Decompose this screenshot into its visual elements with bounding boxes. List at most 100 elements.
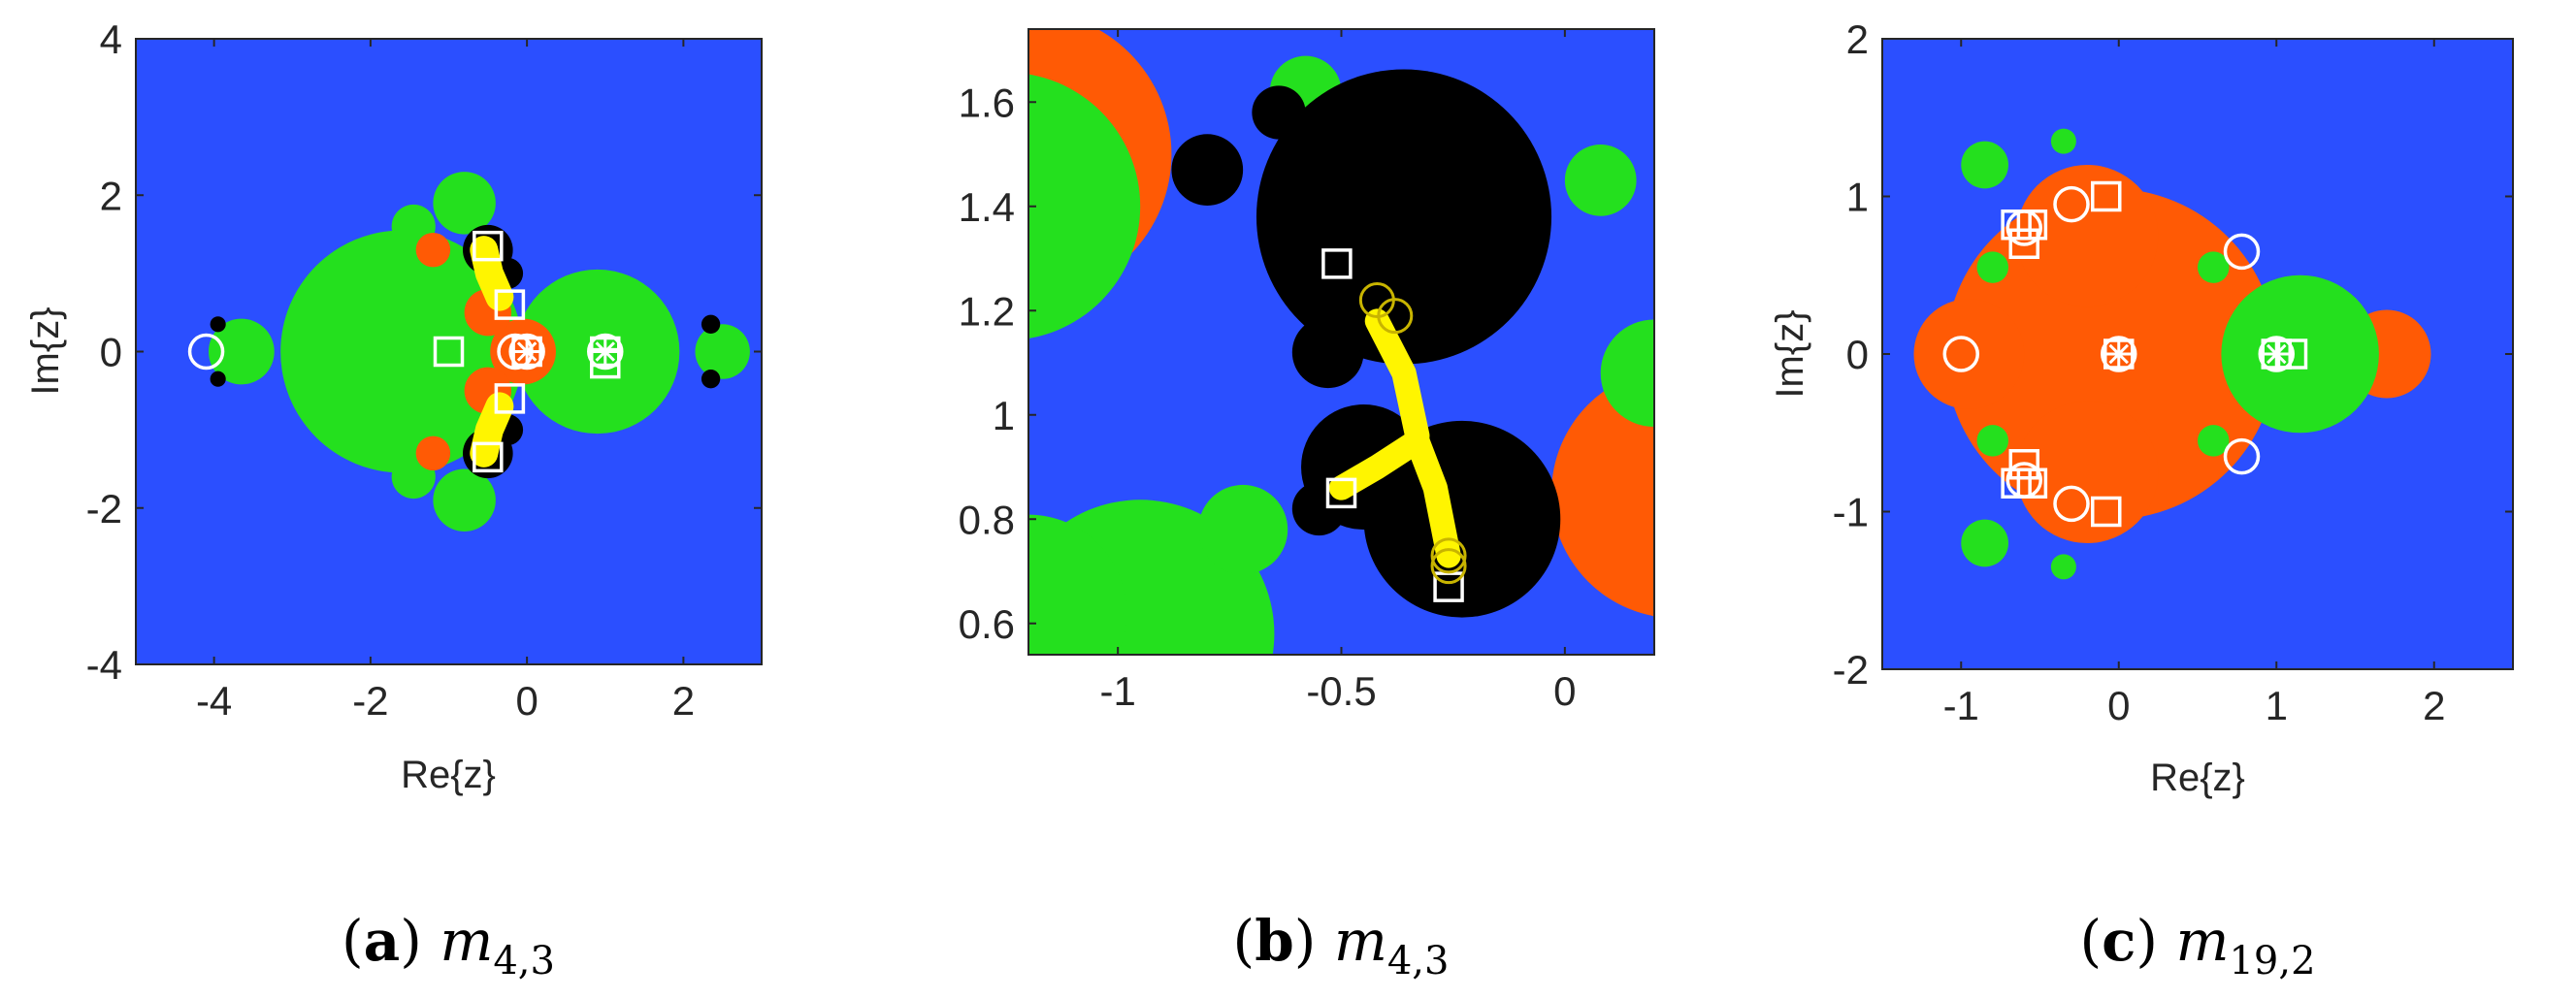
panel-c-marker-circle-0 (1942, 336, 1979, 372)
panel-a-xtick-label-2: 0 (515, 678, 538, 724)
panel-b-caption: (b) m4,3 (1233, 908, 1450, 983)
panel-c-ytick-label-0: -2 (1833, 647, 1869, 693)
panel-c-marker-square-10 (2261, 338, 2292, 370)
panel-c-plot-area (1882, 39, 2513, 669)
panel-c-basin-orange-1 (2016, 165, 2159, 307)
panel-c-caption-math: m (2175, 908, 2229, 974)
panel-b-basin-black-12 (1171, 134, 1244, 206)
panel-c-xtick-label-2: 1 (2266, 683, 2288, 728)
panel-b-basin-green-8 (1564, 145, 1637, 216)
panel-c-basin-green-9 (1976, 425, 2008, 457)
panel-b-basin-green-6 (1198, 484, 1288, 575)
panel-b-marker-square-0 (1321, 248, 1353, 279)
panel-b-xtick-label-1: -0.5 (1306, 668, 1376, 714)
panel-a-xtick-label-3: 2 (672, 678, 695, 724)
panel-a-marker-square-10 (494, 289, 526, 320)
panel-c-xlabel: Re{z} (2150, 757, 2245, 799)
panel-b-orbit-path-2 (1405, 428, 1461, 568)
panel-b-basin-orange-1 (1551, 370, 1654, 617)
panel-c-marker-square-9 (2103, 338, 2135, 370)
panel-b-xtick-label-2: 0 (1553, 668, 1576, 714)
panel-c-marker-square-15 (2001, 467, 2032, 499)
panel-a-marker-square-8 (473, 230, 504, 262)
panel-a: Re{z} Im{z} (a) m4,3 -4 -2 0 2 -4 -2 0 2 4 (24, 16, 763, 983)
panel-a-caption: (a) m4,3 (342, 908, 555, 983)
panel-c-basin-green-7 (1961, 519, 2008, 567)
panel-b-basin-green-2 (1028, 74, 1141, 339)
panel-a-plot-area (136, 39, 762, 664)
panel-c-marker-square-12 (2001, 209, 2032, 241)
panel-b-basin-black-13 (1252, 85, 1306, 140)
panel-b-ytick-label-4: 1.4 (959, 184, 1015, 230)
panel-c-ytick-label-2: 0 (1846, 332, 1869, 377)
panel-a-ytick-label-3: 2 (100, 173, 122, 218)
panel-a-basin-green-5 (433, 468, 496, 532)
panel-a-basin-black-17 (701, 314, 721, 334)
panel-c-marker-circle-5 (2053, 185, 2090, 223)
panel-b: (b) m4,3 -1 -0.5 0 0.6 0.8 1 1.2 1.4 1.6 (959, 28, 1655, 983)
panel-c-basin-green-10 (2198, 251, 2230, 283)
panel-a-ytick-label-0: -4 (86, 642, 122, 688)
panel-a-xtick-label-1: -2 (352, 678, 388, 724)
panel-a-marker-square-4 (433, 336, 465, 368)
panel-c-ytick-label-4: 2 (1846, 16, 1869, 62)
panel-c-marker-square-16 (2016, 467, 2048, 499)
panel-b-ytick-label-3: 1.2 (959, 288, 1015, 334)
panel-c-marker-circle-6 (2053, 485, 2090, 523)
panel-c-xtick-label-0: -1 (1943, 683, 1979, 728)
panel-a-orbit-path-1 (470, 392, 514, 467)
panel-a-marker-square-9 (473, 441, 504, 473)
panel-b-orbit-path-0 (1364, 308, 1430, 448)
panel-b-ytick-label-1: 0.8 (959, 497, 1015, 542)
panel-c-basin-green-5 (2221, 274, 2379, 434)
panel-c-marker-star-21 (2264, 341, 2290, 367)
panel-c-ytick-label-3: 1 (1846, 175, 1869, 220)
panel-c-basin-green-13 (2050, 554, 2076, 580)
panel-b-ytick-label-5: 1.6 (959, 80, 1015, 125)
panel-c: Re{z} Im{z} (c) m19,2 -1 0 1 2 -2 -1 0 1 2 (1769, 16, 2514, 983)
panel-b-caption-math: m (1334, 908, 1387, 974)
panel-a-basin-green-3 (695, 324, 750, 379)
panel-a-basin-orange-11 (415, 232, 451, 268)
panel-c-basin-orange-2 (2016, 401, 2159, 543)
panel-c-caption: (c) m19,2 (2079, 908, 2315, 983)
panel-a-xtick-label-0: -4 (196, 678, 232, 724)
panel-b-basin-black-14 (1291, 316, 1364, 389)
panel-b-basin-black-9 (1255, 69, 1552, 365)
panel-c-caption-letter: c (2102, 908, 2136, 974)
panel-a-basin-black-19 (210, 316, 226, 333)
panel-b-basin-green-4 (1600, 319, 1654, 428)
panel-a-marker-square-5 (511, 336, 542, 368)
panel-b-marker-yellow-circle-6 (1430, 548, 1467, 585)
panel-c-marker-circle-1 (2101, 336, 2137, 372)
panel-a-marker-square-11 (494, 383, 526, 414)
panel-a-basin-green-0 (280, 230, 524, 473)
panel-a-marker-star-12 (514, 338, 540, 365)
panel-c-ylabel: Im{z} (1769, 309, 1811, 398)
panel-c-marker-square-14 (2008, 228, 2039, 259)
panel-a-xlabel: Re{z} (401, 754, 496, 796)
panel-a-ytick-label-1: -2 (86, 486, 122, 532)
panel-b-ytick-label-0: 0.6 (959, 601, 1015, 647)
panel-b-marker-square-1 (1325, 477, 1357, 509)
panel-c-marker-circle-2 (2258, 336, 2295, 372)
panel-a-basin-green-2 (208, 318, 275, 385)
panel-b-plot-area (1028, 29, 1654, 655)
panel-b-marker-yellow-circle-4 (1377, 298, 1414, 335)
panel-a-marker-circle-2 (508, 333, 545, 371)
panel-c-marker-circle-7 (2223, 233, 2261, 271)
panel-c-xtick-label-1: 0 (2107, 683, 2130, 728)
panel-a-marker-star-13 (592, 338, 618, 365)
panel-c-xtick-label-3: 2 (2423, 683, 2445, 728)
panel-c-basin-green-8 (1976, 251, 2008, 283)
panel-c-marker-star-20 (2105, 341, 2132, 367)
panel-a-basin-black-20 (210, 371, 226, 387)
panel-c-marker-square-17 (2008, 449, 2039, 480)
panel-a-ytick-label-4: 4 (100, 16, 122, 62)
panel-a-ytick-label-2: 0 (100, 330, 122, 375)
panel-b-caption-letter: b (1255, 908, 1294, 974)
panel-c-ytick-label-1: -1 (1833, 490, 1869, 535)
panel-b-basin-green-5 (1028, 514, 1127, 655)
panel-c-basin-green-11 (2198, 425, 2230, 457)
